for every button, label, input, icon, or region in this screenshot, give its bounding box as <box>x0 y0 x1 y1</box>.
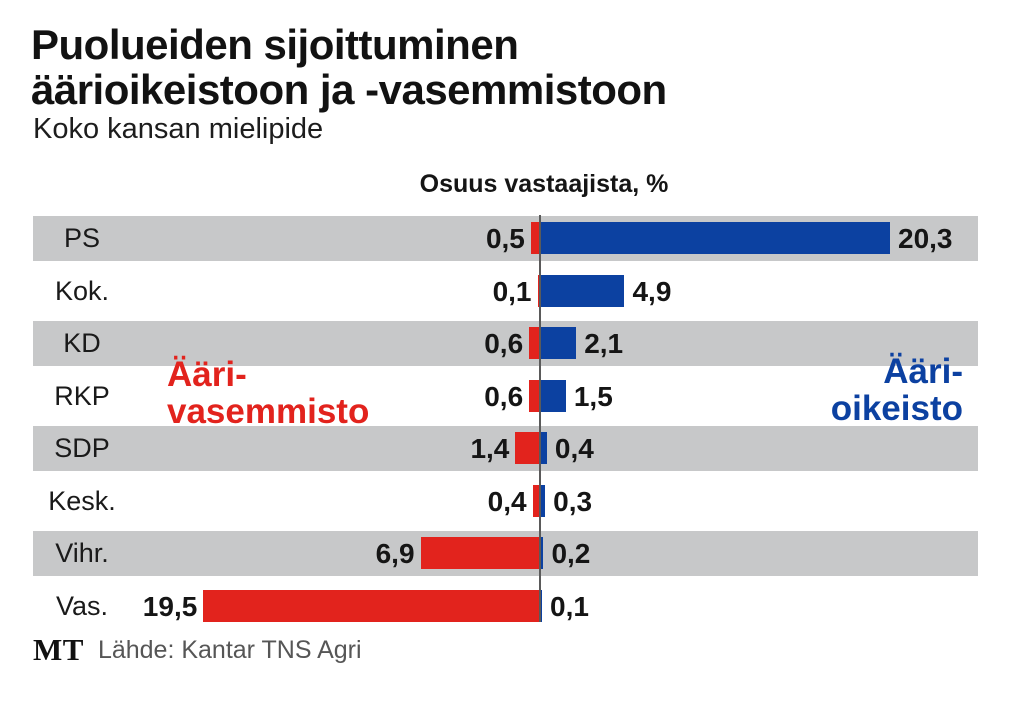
left-value-label: 0,1 <box>492 275 532 307</box>
chart-title-line2: äärioikeistoon ja -vasemmistoon <box>31 66 667 113</box>
far-right-bar <box>540 274 625 307</box>
left-value-label: 0,4 <box>487 485 527 517</box>
right-value-label: 0,2 <box>551 538 591 569</box>
mt-logo: MT <box>33 632 84 667</box>
far-right-bar <box>540 222 890 254</box>
far-right-annotation: Ääri- oikeisto <box>831 353 963 427</box>
far-left-bar <box>203 589 540 622</box>
far-left-bar <box>529 327 540 359</box>
right-value-label: 4,9 <box>632 275 672 307</box>
party-row-ps: PS 0,5 20,3 <box>0 215 1019 267</box>
party-row-kok: Kok. 0,1 4,9 <box>0 268 1019 320</box>
party-label: RKP <box>54 380 110 411</box>
left-value-label: 1,4 <box>470 433 510 464</box>
right-value-label: 0,4 <box>554 433 594 464</box>
far-left-annotation: Ääri- vasemmisto <box>167 356 369 430</box>
party-label: Kesk. <box>48 485 116 516</box>
far-left-bar <box>515 432 540 464</box>
left-value-label: 6,9 <box>375 538 415 569</box>
footer: MT Lähde: Kantar TNS Agri <box>33 633 362 667</box>
party-row-kesk: Kesk. 0,4 0,3 <box>0 478 1019 530</box>
left-value-label: 19,5 <box>142 590 198 622</box>
party-row-vihr: Vihr. 6,9 0,2 <box>0 530 1019 582</box>
party-row-vas: Vas. 19,5 0,1 <box>0 583 1019 635</box>
right-value-label: 1,5 <box>573 380 613 412</box>
axis-title: Osuus vastaajista, % <box>419 170 669 198</box>
far-left-annotation-line2: vasemmisto <box>167 392 370 431</box>
chart-title-line1: Puolueiden sijoittuminen <box>31 21 519 68</box>
party-row-sdp: SDP 1,4 0,4 <box>0 425 1019 477</box>
chart-title: Puolueiden sijoittuminen äärioikeistoon … <box>31 22 667 112</box>
far-right-annotation-line1: Ääri- <box>883 352 963 391</box>
far-right-bar <box>540 589 542 622</box>
left-value-label: 0,6 <box>484 328 524 359</box>
far-left-bar <box>532 484 540 517</box>
far-right-bar <box>540 537 544 569</box>
party-label: Vas. <box>55 590 109 621</box>
right-value-label: 0,1 <box>550 590 589 622</box>
left-value-label: 0,5 <box>485 223 525 254</box>
far-left-bar <box>420 537 540 569</box>
zero-axis-line <box>539 215 541 622</box>
far-right-bar <box>540 327 577 359</box>
party-label: KD <box>63 328 101 358</box>
party-label: SDP <box>54 433 110 463</box>
far-left-annotation-line1: Ääri- <box>167 355 247 394</box>
row-stripe <box>33 321 978 366</box>
right-value-label: 0,3 <box>553 485 593 517</box>
party-label: Vihr. <box>55 538 109 568</box>
left-value-label: 0,6 <box>484 380 524 412</box>
row-stripe <box>33 426 978 471</box>
far-left-bar <box>530 222 540 254</box>
party-row-kd: KD 0,6 2,1 <box>0 320 1019 372</box>
party-row-rkp: RKP 0,6 1,5 <box>0 373 1019 425</box>
party-label: PS <box>63 223 101 253</box>
right-value-label: 20,3 <box>898 223 953 254</box>
right-value-label: 2,1 <box>584 328 624 359</box>
source-text: Lähde: Kantar TNS Agri <box>97 636 362 664</box>
party-label: Kok. <box>54 275 110 306</box>
far-right-bar <box>540 432 547 464</box>
far-right-bar <box>540 379 566 412</box>
far-right-annotation-line2: oikeisto <box>830 389 963 428</box>
diverging-bar-chart: PS 0,5 20,3 Kok. 0,1 4,9 KD 0,6 2,1 RKP 0,6 1,5 SDP 1… <box>0 215 1019 635</box>
far-right-bar <box>540 484 546 517</box>
far-left-bar <box>537 274 540 307</box>
chart-subtitle: Koko kansan mielipide <box>33 113 324 145</box>
far-left-bar <box>529 379 540 412</box>
